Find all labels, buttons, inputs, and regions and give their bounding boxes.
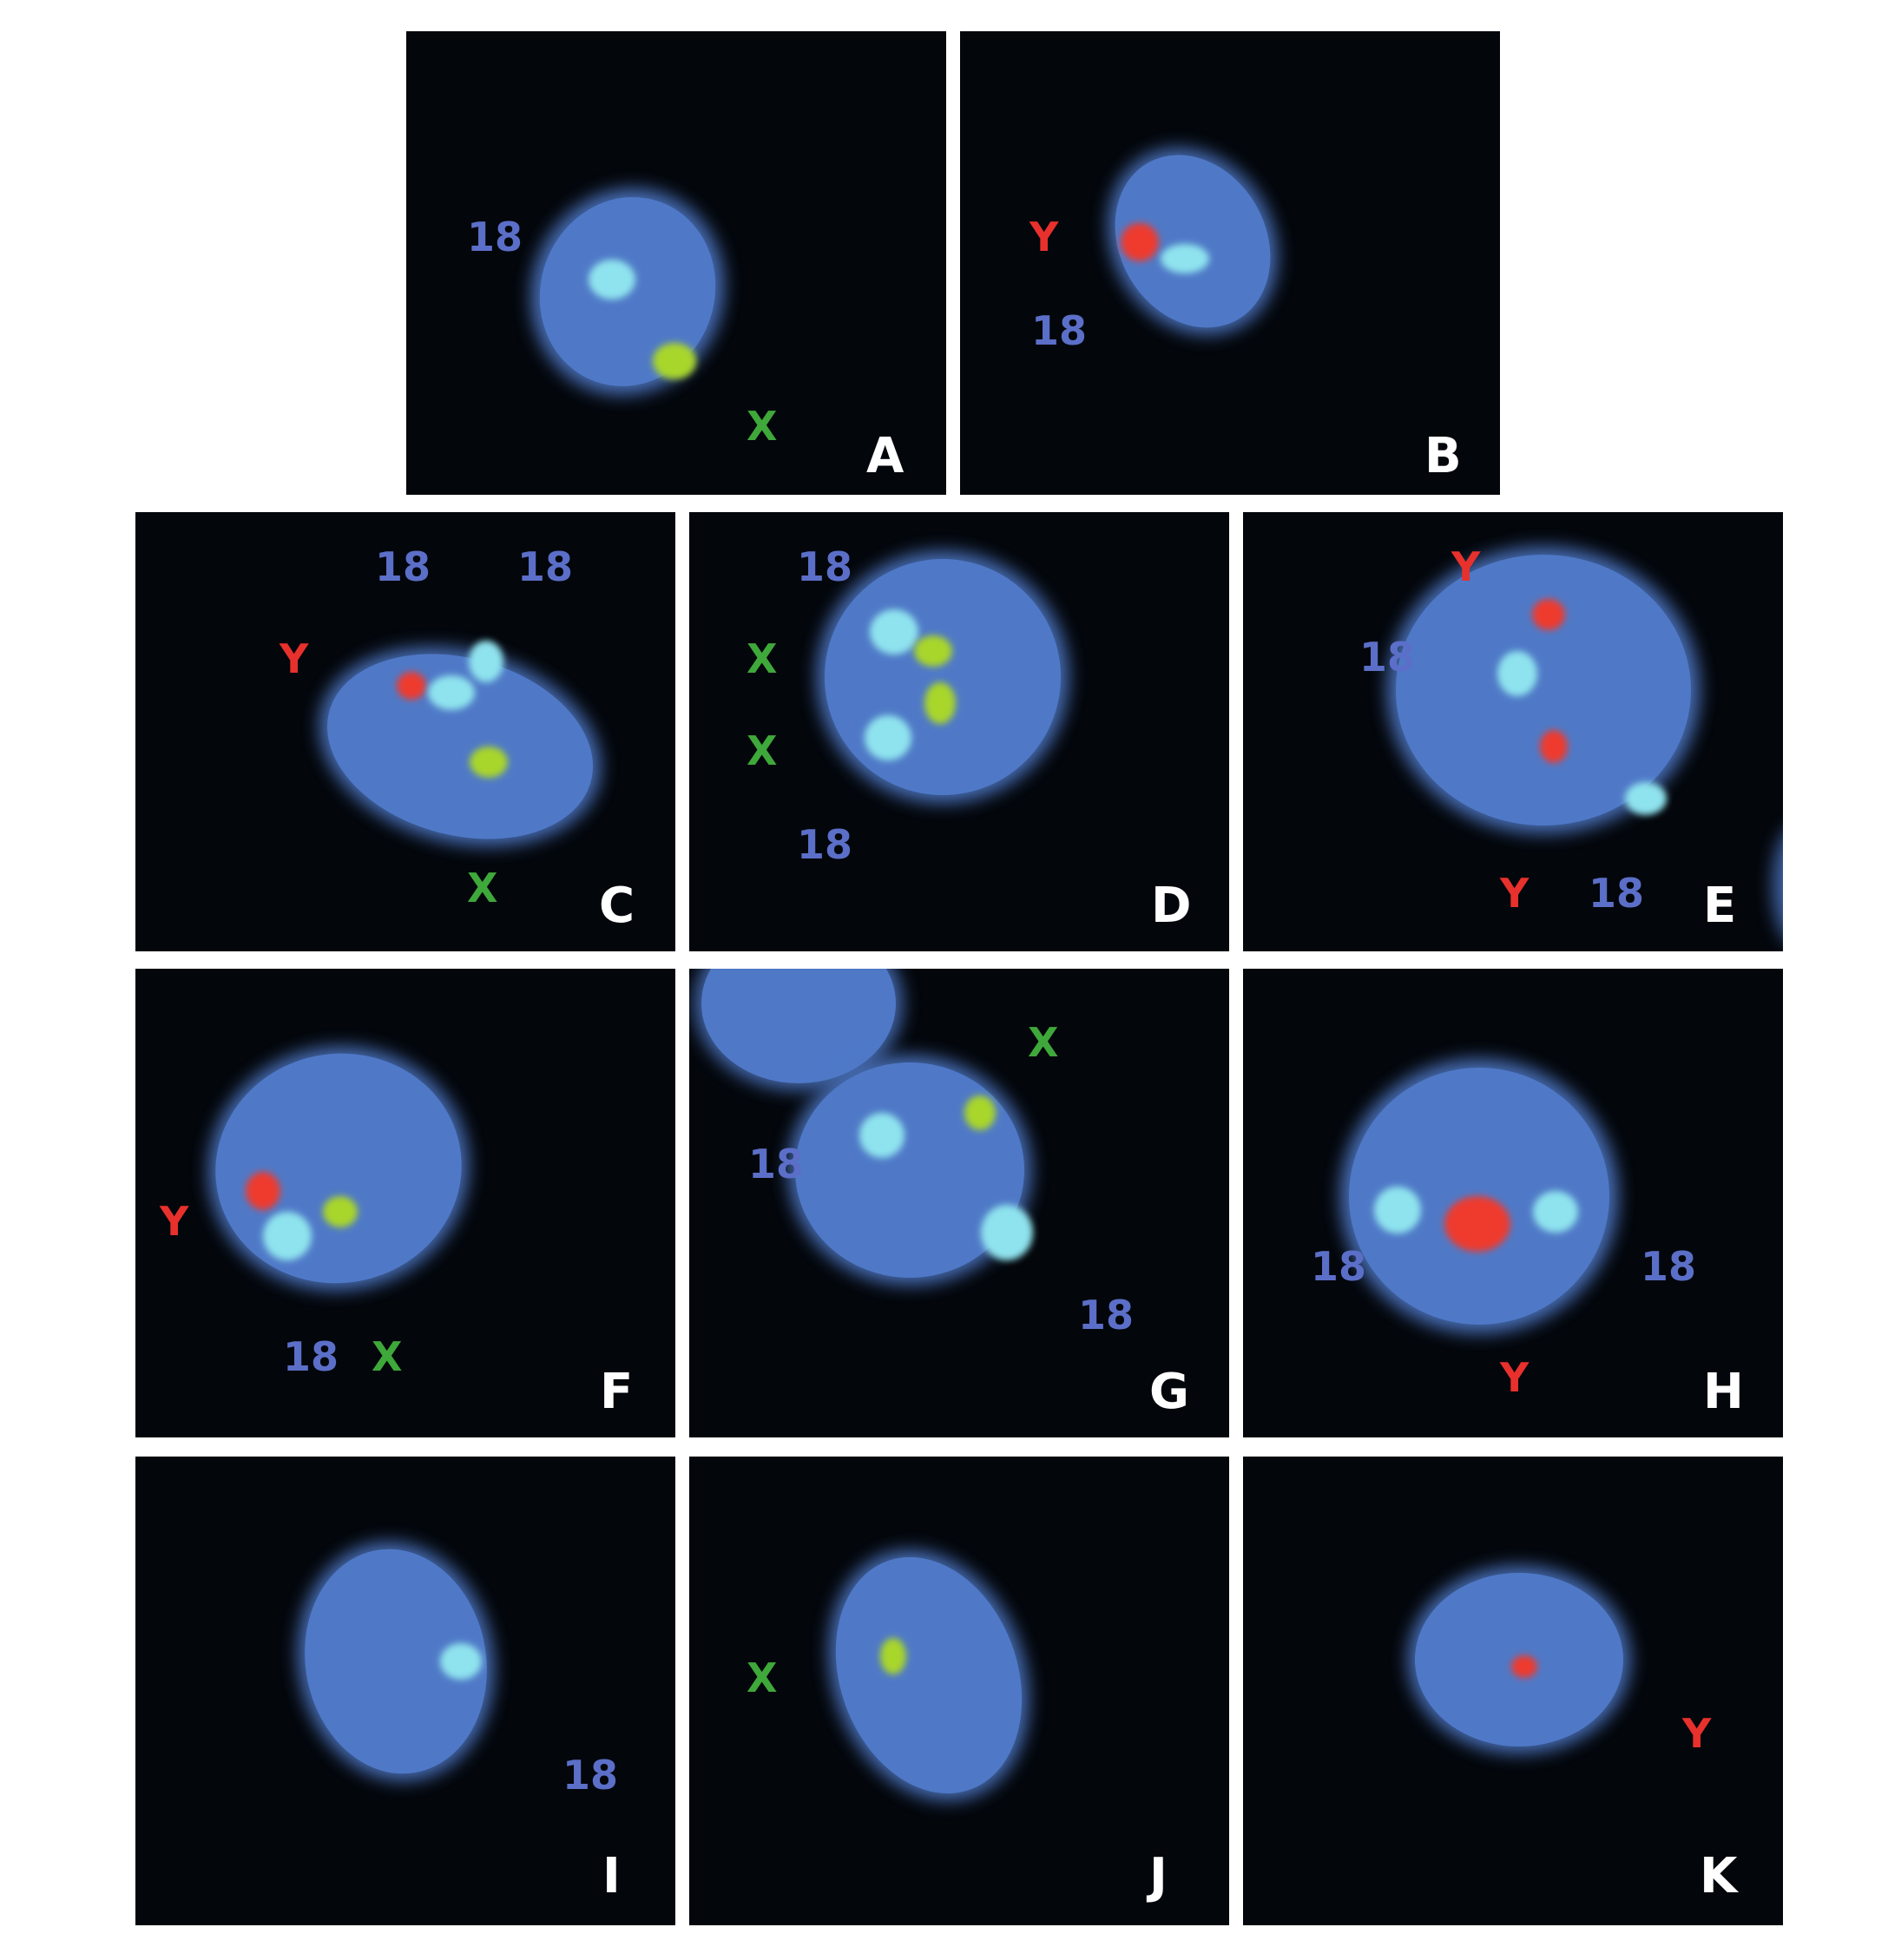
- panel-e: Y 18 Y 18 E: [1243, 512, 1783, 951]
- probe-y-spot: [1511, 1655, 1537, 1678]
- probe-label: X: [467, 868, 497, 908]
- panel-letter: F: [600, 1368, 633, 1417]
- probe-18-spot: [589, 260, 635, 299]
- probe-label: 18: [375, 547, 431, 587]
- panel-letter: H: [1703, 1368, 1744, 1417]
- panel-letter: B: [1424, 432, 1462, 481]
- panel-letter: C: [599, 882, 635, 931]
- nucleus-image-f: [135, 969, 675, 1437]
- probe-label: 18: [467, 217, 523, 257]
- nucleus-image-i: [135, 1457, 675, 1925]
- probe-label: Y: [160, 1201, 188, 1241]
- probe-18-spot: [1625, 782, 1667, 815]
- panel-c: 18 18 Y X C: [135, 512, 675, 951]
- probe-label: 18: [1359, 637, 1415, 677]
- probe-label: 18: [1589, 873, 1644, 913]
- probe-label: 18: [1311, 1246, 1366, 1286]
- probe-label: Y: [1030, 217, 1058, 257]
- probe-y-spot: [1444, 1196, 1510, 1252]
- probe-x-spot: [880, 1638, 906, 1674]
- probe-x-spot: [964, 1095, 996, 1130]
- probe-label: 18: [562, 1755, 618, 1795]
- probe-label: 18: [797, 825, 852, 865]
- probe-y-spot: [1540, 730, 1568, 763]
- panel-letter: J: [1149, 1852, 1168, 1901]
- probe-x-spot: [323, 1196, 358, 1227]
- panel-f: Y 18 X F: [135, 969, 675, 1437]
- panel-letter: E: [1703, 882, 1736, 931]
- probe-y-spot: [1532, 599, 1565, 630]
- probe-label: 18: [1031, 311, 1087, 351]
- probe-x-spot: [470, 747, 508, 778]
- nucleus-image-b: [960, 31, 1500, 495]
- probe-label: 18: [1641, 1246, 1696, 1286]
- probe-x-spot: [924, 682, 956, 724]
- probe-18-spot: [469, 641, 503, 682]
- probe-18-spot: [859, 1113, 905, 1158]
- panel-a: 18 X A: [406, 31, 946, 495]
- probe-18-spot: [870, 609, 918, 654]
- panel-letter: D: [1151, 882, 1191, 931]
- panel-i: 18 I: [135, 1457, 675, 1925]
- probe-label: Y: [1500, 873, 1529, 913]
- panel-b: Y 18 B: [960, 31, 1500, 495]
- panel-j: X J: [689, 1457, 1229, 1925]
- probe-18-spot: [981, 1205, 1033, 1260]
- probe-label: X: [747, 639, 777, 679]
- panel-h: 18 18 Y H: [1243, 969, 1783, 1437]
- probe-label: Y: [1451, 547, 1480, 587]
- probe-y-spot: [246, 1172, 280, 1210]
- probe-18-spot: [428, 675, 475, 710]
- panel-letter: K: [1700, 1852, 1737, 1901]
- probe-label: 18: [517, 547, 573, 587]
- probe-18-spot: [1533, 1191, 1578, 1233]
- probe-label: Y: [1682, 1713, 1711, 1753]
- probe-label: X: [1028, 1023, 1058, 1062]
- probe-label: X: [747, 406, 777, 446]
- probe-18-spot: [1161, 244, 1209, 273]
- probe-18-spot: [865, 715, 911, 760]
- nucleus-image-g: [689, 969, 1229, 1437]
- panel-letter: I: [602, 1852, 621, 1901]
- probe-x-spot: [653, 343, 696, 379]
- panel-g: X 18 18 G: [689, 969, 1229, 1437]
- probe-18-spot: [1374, 1187, 1421, 1233]
- probe-y-spot: [1121, 223, 1159, 261]
- probe-label: X: [747, 1658, 777, 1698]
- probe-label: X: [747, 731, 777, 771]
- probe-label: 18: [283, 1337, 339, 1377]
- probe-label: 18: [797, 547, 852, 587]
- probe-18-spot: [440, 1643, 482, 1680]
- probe-x-spot: [914, 635, 952, 667]
- probe-label: Y: [280, 639, 308, 679]
- probe-18-spot: [1497, 651, 1537, 696]
- nucleus-image-a: [406, 31, 946, 495]
- panel-d: 18 X X 18 D: [689, 512, 1229, 951]
- probe-label: 18: [748, 1144, 804, 1184]
- probe-y-spot: [397, 672, 426, 700]
- probe-label: Y: [1500, 1358, 1529, 1398]
- panel-letter: A: [866, 432, 904, 481]
- probe-label: 18: [1078, 1295, 1134, 1335]
- panel-k: Y K: [1243, 1457, 1783, 1925]
- probe-18-spot: [263, 1212, 312, 1260]
- panel-letter: G: [1149, 1368, 1189, 1417]
- probe-label: X: [372, 1337, 402, 1377]
